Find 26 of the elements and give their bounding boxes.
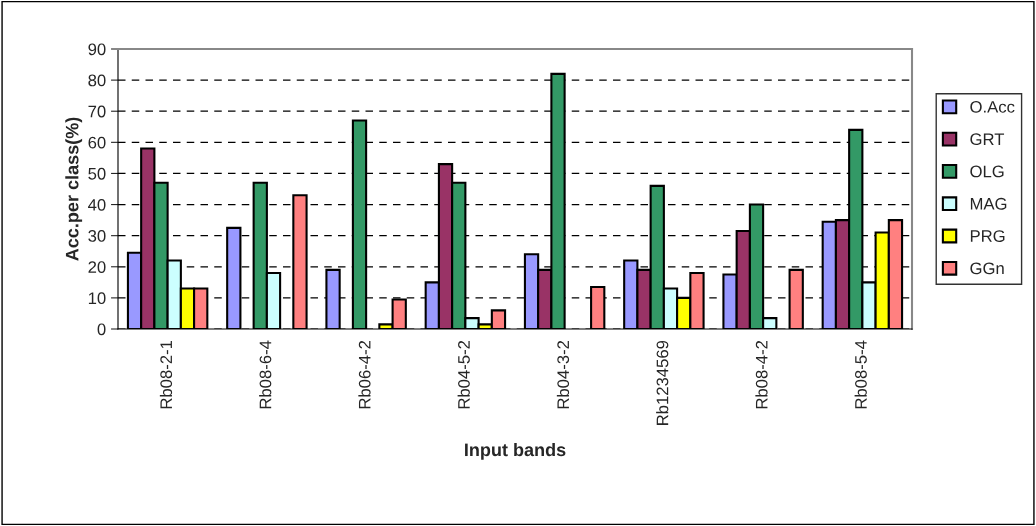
y-tick-label: 70 — [88, 105, 106, 118]
y-tick-label: 0 — [97, 323, 106, 336]
y-tick-label: 80 — [88, 74, 106, 87]
x-tick-label: Rb1234569 — [656, 340, 669, 425]
y-tick-label: 10 — [88, 292, 106, 305]
legend-label: PRG — [970, 230, 1005, 242]
legend-label: GGn — [970, 262, 1004, 275]
y-tick-label: 40 — [88, 198, 106, 211]
y-tick-label: 20 — [88, 261, 106, 273]
y-tick-label: 50 — [88, 167, 106, 180]
x-tick-label: Rb04-3-2 — [556, 340, 570, 409]
y-tick-label: 90 — [88, 43, 106, 56]
legend-label: O.Acc — [970, 100, 1015, 113]
x-tick-label: Rb08-2-1 — [159, 340, 173, 409]
x-tick-label: Rb06-4-2 — [358, 340, 371, 409]
x-axis-title: Input bands — [465, 442, 566, 460]
x-tick-label: Rb08-4-2 — [755, 340, 768, 409]
y-tick-label: 60 — [88, 136, 106, 149]
legend-label: GRT — [970, 133, 1005, 146]
y-axis-title: Acc.per class(%) — [65, 117, 83, 261]
x-tick-label: Rb04-5-2 — [457, 340, 470, 409]
x-tick-label: Rb08-6-4 — [259, 340, 272, 409]
legend-label: OLG — [970, 165, 1004, 178]
y-tick-label: 30 — [88, 230, 106, 242]
x-tick-label: Rb08-5-4 — [854, 340, 867, 409]
legend-label: MAG — [970, 197, 1007, 210]
